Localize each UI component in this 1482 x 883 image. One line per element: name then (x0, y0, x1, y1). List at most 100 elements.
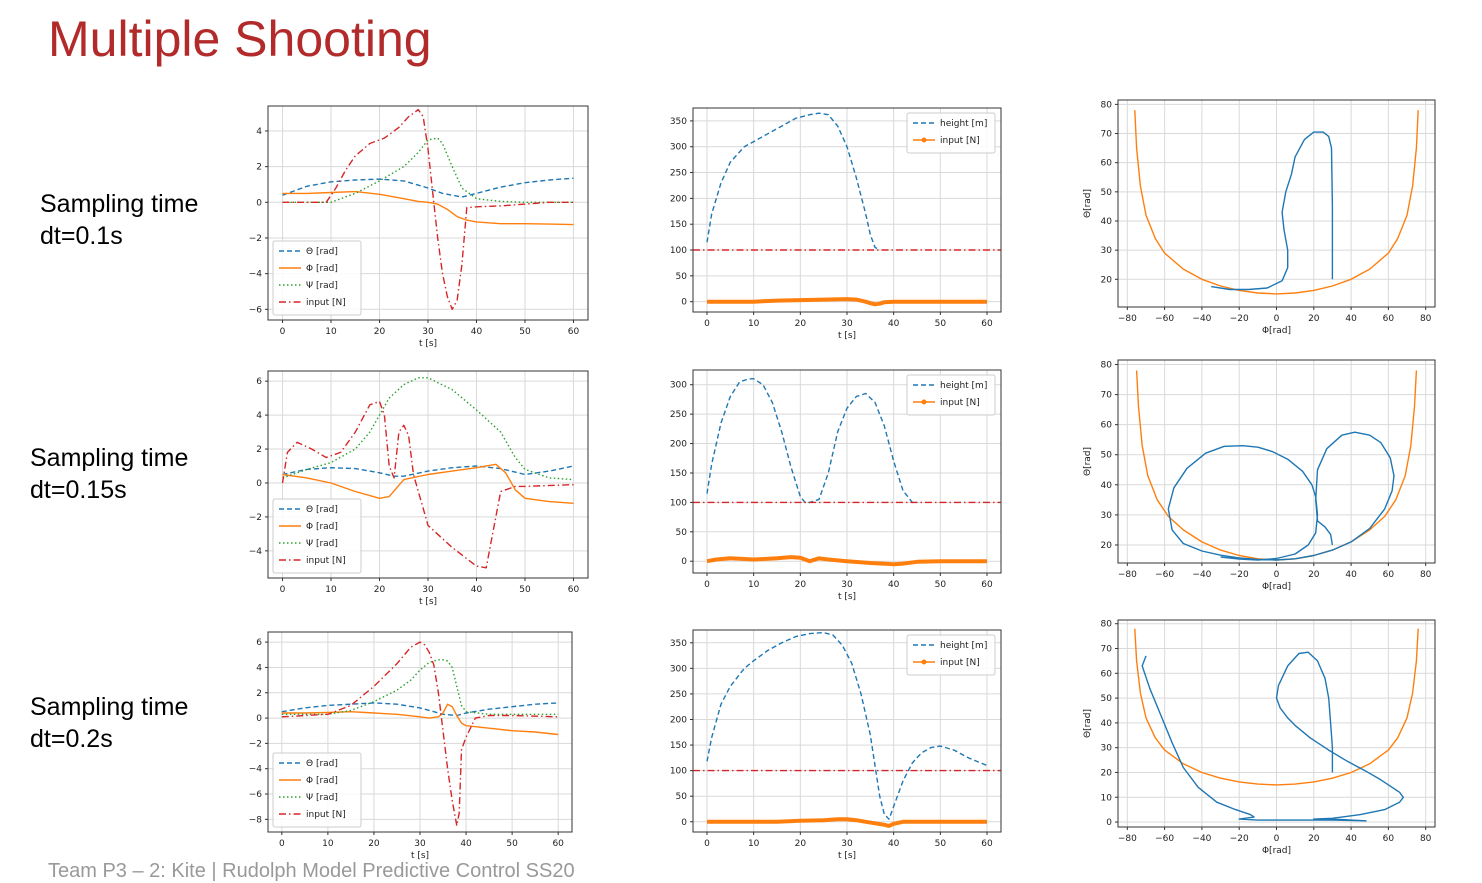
series-line-inputn (281, 641, 559, 827)
legend-box (272, 240, 362, 316)
x-axis-label: Φ[rad] (1262, 326, 1291, 336)
row-label-line2: dt=0.15s (30, 476, 127, 504)
y-tick-label: 50 (676, 272, 688, 282)
y-tick-label: 200 (670, 440, 687, 450)
series-line-heightm (706, 378, 917, 504)
x-axis-label: t [s] (419, 339, 437, 349)
y-tick-label: 60 (1101, 159, 1113, 169)
legend-label: Ψ [rad] (306, 539, 338, 549)
legend-label: height [m] (940, 641, 987, 651)
x-tick-label: 30 (422, 327, 434, 337)
chart-angles-dt015: 0 10 20 30 40 50 60 −4 −2 0 2 4 6 t [s] Θ [rad] Φ [rad]… (249, 370, 589, 607)
y-tick-label: 50 (1101, 188, 1113, 198)
x-tick-label: 80 (1420, 834, 1432, 844)
y-tick-label: 200 (670, 194, 687, 204)
legend-label: input [N] (940, 658, 980, 668)
row-label-dt015: Sampling time dt=0.15s (30, 442, 188, 506)
x-tick-label: 30 (841, 580, 853, 590)
y-tick-label: 2 (256, 689, 262, 699)
legend-box (272, 752, 362, 828)
y-tick-label: 20 (1101, 541, 1113, 551)
y-tick-label: 200 (670, 715, 687, 725)
legend-marker (921, 659, 927, 665)
y-tick-label: 150 (670, 741, 687, 751)
series-line-rad (282, 177, 574, 198)
y-tick-label: 50 (1101, 451, 1113, 461)
x-axis-label: t [s] (419, 597, 437, 607)
legend: height [m] input [N] (906, 634, 996, 676)
y-tick-label: 50 (676, 528, 688, 538)
x-tick-label: −80 (1118, 834, 1137, 844)
legend-label: input [N] (940, 398, 980, 408)
legend-label: input [N] (306, 556, 346, 566)
x-tick-label: 20 (1308, 314, 1320, 324)
legend-marker (921, 137, 927, 143)
chart-trajectory-dt01: −80 −60 −40 −20 0 20 40 60 80 20 30 40 50 60 70 80 Φ[rad… (1083, 99, 1436, 336)
x-tick-label: 0 (1274, 570, 1280, 580)
y-tick-label: 40 (1101, 217, 1113, 227)
series-line-unnamed (1134, 110, 1419, 295)
y-tick-label: 350 (670, 639, 687, 649)
y-tick-label: 10 (1101, 793, 1113, 803)
x-tick-label: 30 (841, 839, 853, 849)
x-tick-label: −60 (1155, 314, 1174, 324)
y-tick-label: 40 (1101, 719, 1113, 729)
row-label-line1: Sampling time (30, 444, 189, 472)
row-label-line1: Sampling time (30, 693, 189, 721)
x-tick-label: 40 (888, 839, 900, 849)
y-tick-label: −2 (249, 513, 262, 523)
x-tick-label: 30 (422, 585, 434, 595)
legend-label: Ψ [rad] (306, 281, 338, 291)
x-tick-label: −60 (1155, 834, 1174, 844)
x-tick-label: 60 (981, 319, 993, 329)
y-tick-label: −4 (249, 547, 263, 557)
y-axis-label: Θ[rad] (1083, 709, 1093, 738)
series-line-inputn (707, 817, 987, 828)
y-tick-label: 70 (1101, 391, 1113, 401)
series-line-unnamed (1167, 431, 1395, 561)
y-tick-label: 4 (256, 663, 262, 673)
x-tick-label: 30 (414, 839, 426, 849)
y-tick-label: −8 (249, 815, 263, 825)
x-tick-label: −80 (1118, 314, 1137, 324)
chart-trajectory-dt015: −80 −60 −40 −20 0 20 40 60 80 20 30 40 50 60 70 80 Φ[rad… (1083, 359, 1436, 592)
x-tick-label: 30 (841, 319, 853, 329)
x-axis-label: t [s] (838, 331, 856, 341)
x-tick-label: 0 (279, 839, 285, 849)
x-tick-label: 10 (748, 319, 760, 329)
x-tick-label: 60 (552, 839, 564, 849)
x-tick-label: 40 (1345, 834, 1357, 844)
series-line-inputn (706, 555, 987, 567)
x-tick-label: 50 (935, 580, 947, 590)
y-tick-label: −2 (249, 739, 262, 749)
legend-label: Θ [rad] (306, 759, 338, 769)
x-tick-label: 60 (1383, 834, 1395, 844)
x-tick-label: 60 (1383, 314, 1395, 324)
legend: Θ [rad] Φ [rad] Ψ [rad] input [N] (272, 240, 362, 316)
x-tick-label: 20 (795, 319, 807, 329)
y-tick-label: 6 (256, 638, 262, 648)
x-tick-label: 60 (981, 580, 993, 590)
legend-label: Φ [rad] (306, 776, 338, 786)
y-tick-label: 300 (670, 664, 687, 674)
y-tick-label: 100 (670, 498, 687, 508)
y-tick-label: −6 (249, 305, 263, 315)
chart-height-dt01: 0 10 20 30 40 50 60 0 50 100 150 200 250 300 350 t [s] h… (670, 107, 1002, 341)
y-tick-label: −4 (249, 765, 263, 775)
legend-label: Θ [rad] (306, 505, 338, 515)
y-tick-label: 80 (1101, 620, 1113, 630)
series-line-rad (282, 190, 574, 226)
x-tick-label: 0 (704, 839, 710, 849)
x-tick-label: 0 (704, 580, 710, 590)
x-tick-label: 40 (1345, 570, 1357, 580)
y-tick-label: 20 (1101, 768, 1113, 778)
legend-label: height [m] (940, 119, 987, 129)
series-line-heightm (706, 112, 881, 251)
series-line-rad (281, 703, 559, 736)
legend: Θ [rad] Φ [rad] Ψ [rad] input [N] (272, 752, 362, 828)
row-label-line2: dt=0.2s (30, 725, 113, 753)
x-tick-label: 50 (506, 839, 518, 849)
x-tick-label: −40 (1192, 570, 1211, 580)
y-tick-label: 50 (676, 792, 688, 802)
y-tick-label: 50 (1101, 694, 1113, 704)
